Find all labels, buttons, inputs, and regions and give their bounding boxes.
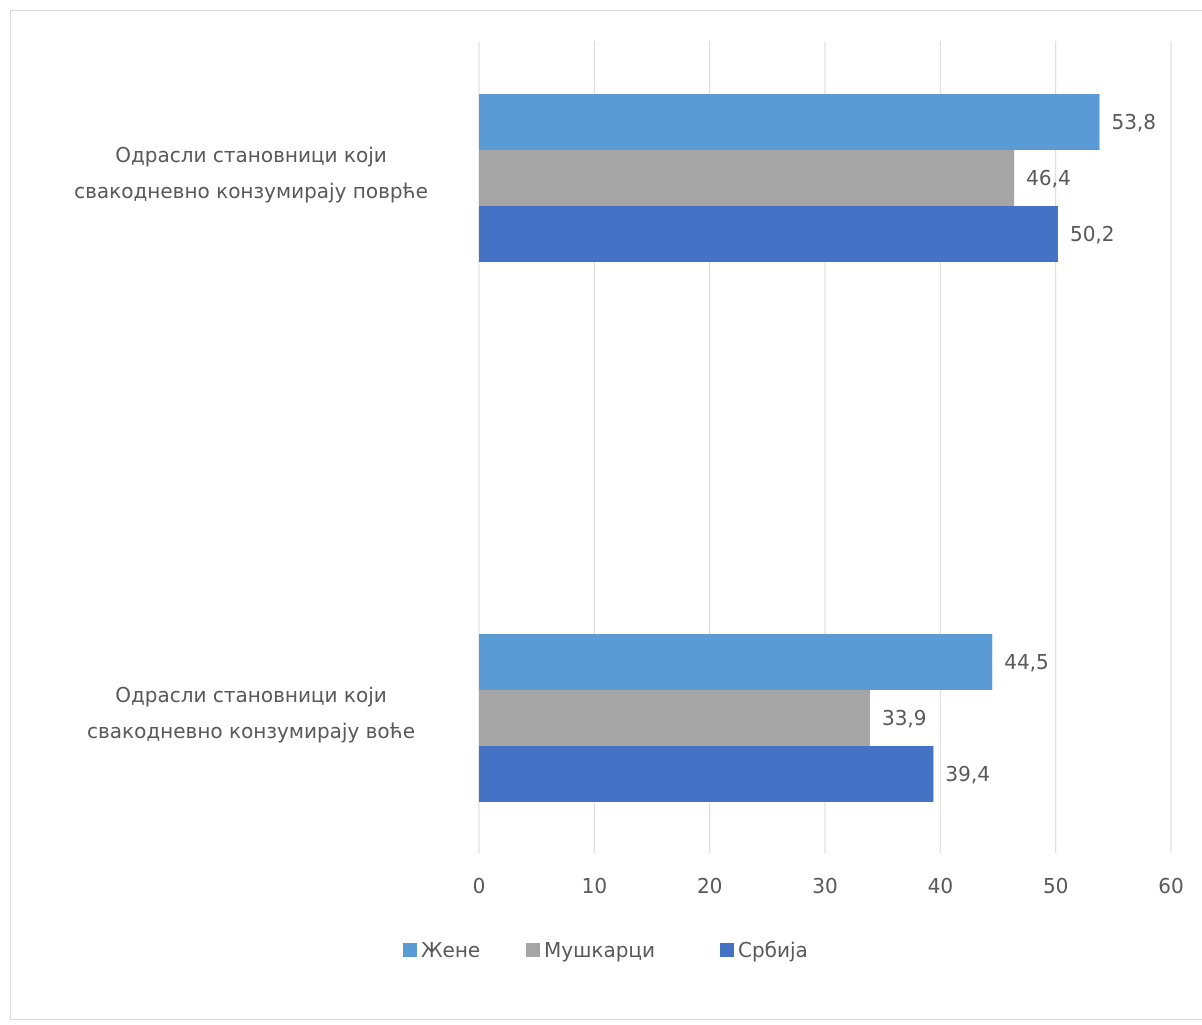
data-label: 46,4 — [1026, 166, 1071, 190]
x-tick-label: 10 — [582, 874, 607, 898]
x-tick-label: 40 — [928, 874, 953, 898]
bar-Жене — [479, 94, 1100, 150]
category-label: Одрасли становници који — [115, 143, 387, 167]
data-label: 33,9 — [882, 706, 927, 730]
x-tick-label: 20 — [697, 874, 722, 898]
legend-swatch — [403, 943, 417, 957]
legend-label: Мушкарци — [544, 938, 655, 962]
chart: 44,5 33,9 39,4 53,8 46,4 50,2 0 10 20 30 40 50 60 О… — [74, 41, 1184, 962]
legend-label: Србија — [738, 938, 808, 962]
legend-swatch — [526, 943, 540, 957]
category-label: свакодневно конзумирају воће — [87, 719, 415, 743]
category-label: Одрасли становници који — [115, 683, 387, 707]
x-tick-label: 30 — [812, 874, 837, 898]
x-tick-labels: 0 10 20 30 40 50 60 — [473, 874, 1184, 898]
legend-swatch — [720, 943, 734, 957]
x-tick-label: 50 — [1043, 874, 1068, 898]
legend-label: Жене — [421, 938, 480, 962]
x-tick-label: 60 — [1158, 874, 1183, 898]
data-label: 53,8 — [1111, 110, 1156, 134]
category-labels: Одрасли становници који свакодневно конзу… — [74, 143, 428, 743]
bar-Жене — [479, 634, 993, 690]
legend: Жене Мушкарци Србија — [403, 938, 808, 962]
x-tick-label: 0 — [473, 874, 486, 898]
bar-Србија — [479, 206, 1058, 262]
bar-Србија — [479, 746, 934, 802]
bar-Мушкарци — [479, 690, 870, 746]
category-label: свакодневно конзумирају поврће — [74, 179, 428, 203]
bar-Мушкарци — [479, 150, 1015, 206]
data-label: 44,5 — [1004, 650, 1049, 674]
chart-frame: 44,5 33,9 39,4 53,8 46,4 50,2 0 10 20 30 40 50 60 О… — [10, 10, 1202, 1020]
data-labels: 44,5 33,9 39,4 53,8 46,4 50,2 — [882, 110, 1156, 786]
data-label: 50,2 — [1070, 222, 1115, 246]
bars — [479, 94, 1100, 802]
data-label: 39,4 — [945, 762, 990, 786]
